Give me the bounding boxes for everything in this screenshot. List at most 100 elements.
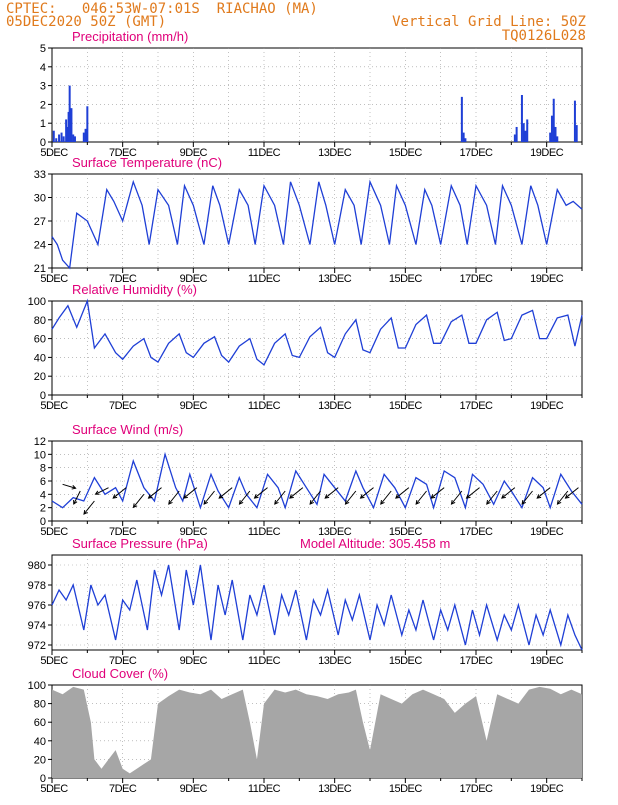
y-tick-label: 978	[28, 580, 46, 592]
wind-vector-head	[289, 494, 294, 499]
x-tick-label: 11DEC	[248, 147, 281, 159]
x-tick-label: 13DEC	[318, 147, 352, 159]
y-tick-label: 12	[34, 436, 46, 448]
x-tick-label: 13DEC	[318, 400, 352, 412]
x-tick-label: 19DEC	[530, 273, 564, 285]
wind-vector-head	[94, 490, 100, 495]
precip-bar	[520, 95, 523, 142]
y-tick-label: 0	[40, 390, 46, 402]
x-tick-label: 7DEC	[109, 273, 137, 285]
precip-bar	[84, 128, 87, 142]
x-tick-label: 17DEC	[460, 273, 494, 285]
wind-vector-head	[344, 499, 350, 505]
x-tick-label: 7DEC	[109, 655, 137, 667]
wind-vector-head	[486, 499, 491, 505]
x-tick-label: 7DEC	[109, 526, 137, 538]
wind-vector-head	[395, 494, 400, 499]
y-tick-label: 60	[34, 334, 46, 346]
panel-annotation: Model Altitude: 305.458 m	[300, 536, 450, 551]
wind-vector	[254, 487, 268, 499]
precip-bar	[73, 136, 76, 142]
y-tick-label: 100	[28, 296, 46, 308]
y-tick-label: 21	[34, 263, 46, 275]
wind-vector-head	[380, 499, 385, 505]
y-tick-label: 80	[34, 699, 46, 711]
precip-bar	[549, 132, 552, 142]
wind-vector	[565, 487, 579, 499]
wind-vector	[466, 487, 480, 499]
precip-bar	[70, 108, 73, 142]
precip-bar	[522, 123, 525, 142]
x-tick-label: 15DEC	[389, 655, 423, 667]
x-tick-label: 9DEC	[180, 526, 208, 538]
x-tick-label: 13DEC	[318, 655, 352, 667]
wind-vector	[62, 483, 76, 489]
x-tick-label: 15DEC	[389, 147, 423, 159]
precip-bar	[526, 119, 529, 142]
y-tick-label: 24	[34, 240, 46, 252]
wind-vector-head	[309, 499, 315, 505]
precip-bar	[52, 130, 55, 142]
wind-vector-head	[465, 494, 471, 499]
x-tick-label: 7DEC	[109, 147, 137, 159]
wind-vector	[486, 490, 498, 505]
y-tick-label: 40	[34, 736, 46, 748]
wind-vector	[380, 490, 392, 505]
y-tick-label: 1	[40, 118, 46, 130]
x-tick-label: 5DEC	[40, 526, 68, 538]
wind-vector	[148, 487, 162, 499]
y-tick-label: 980	[28, 560, 46, 572]
cloud-cover-area	[52, 686, 582, 778]
wind-vector	[309, 490, 321, 505]
x-tick-label: 9DEC	[180, 273, 208, 285]
x-tick-label: 13DEC	[318, 273, 352, 285]
y-tick-label: 976	[28, 600, 46, 612]
panel-title: Cloud Cover (%)	[72, 666, 168, 681]
x-tick-label: 11DEC	[248, 526, 281, 538]
wind-vector	[239, 490, 251, 505]
wind-vector	[95, 487, 109, 495]
wind-vector-head	[183, 494, 188, 499]
x-tick-label: 5DEC	[40, 655, 68, 667]
y-tick-label: 4	[40, 489, 46, 501]
wind-vector-head	[521, 499, 527, 505]
precip-bar	[515, 126, 518, 142]
x-tick-label: 19DEC	[530, 526, 564, 538]
x-tick-label: 19DEC	[530, 655, 564, 667]
x-tick-label: 15DEC	[389, 400, 423, 412]
series-line	[51, 564, 583, 651]
y-tick-label: 30	[34, 193, 46, 205]
wind-vector	[415, 490, 427, 505]
wind-vector	[451, 490, 463, 505]
wind-vector-head	[253, 494, 259, 499]
x-tick-label: 7DEC	[109, 400, 137, 412]
panel-title: Relative Humidity (%)	[72, 282, 197, 297]
precip-bar	[86, 106, 89, 142]
y-tick-label: 4	[40, 62, 46, 74]
y-tick-label: 974	[28, 620, 46, 632]
y-tick-label: 20	[34, 754, 46, 766]
x-tick-label: 5DEC	[40, 147, 68, 159]
x-tick-label: 5DEC	[40, 400, 68, 412]
x-tick-label: 11DEC	[248, 273, 281, 285]
x-tick-label: 17DEC	[460, 783, 494, 795]
y-tick-label: 0	[40, 137, 46, 149]
wind-vector	[183, 487, 198, 499]
x-tick-label: 13DEC	[318, 526, 352, 538]
precip-bar	[60, 132, 63, 142]
y-tick-label: 0	[40, 516, 46, 528]
precip-bar	[67, 111, 70, 142]
wind-vector	[168, 490, 180, 505]
precip-bar	[524, 130, 527, 142]
x-tick-label: 9DEC	[180, 147, 208, 159]
y-tick-label: 100	[28, 680, 46, 692]
wind-vector-head	[168, 499, 173, 505]
panel-frame	[51, 554, 583, 651]
wind-vector-head	[83, 509, 88, 515]
wind-vector-head	[536, 494, 542, 499]
x-tick-label: 9DEC	[180, 655, 208, 667]
wind-vector-head	[71, 485, 77, 490]
model-id: TQ0126L028	[501, 28, 586, 44]
